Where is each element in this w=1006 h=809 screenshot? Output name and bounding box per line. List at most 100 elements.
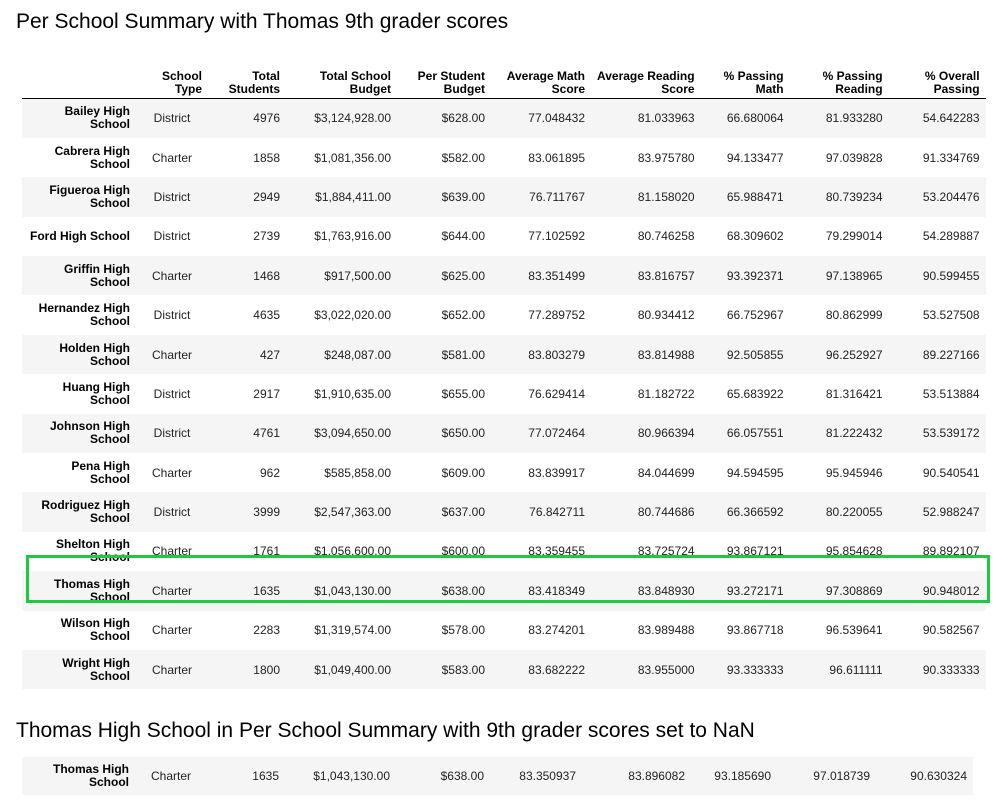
pass-math-cell: 94.133477 — [726, 150, 784, 165]
school-name-cell: Figueroa High School — [49, 182, 130, 210]
avg-math-cell: 76.711767 — [529, 189, 585, 204]
column-header: Average Math Score — [491, 63, 591, 99]
school-name-cell: Johnson High School — [50, 419, 130, 447]
total-students-cell: 1635 — [253, 583, 280, 598]
table-row: Thomas High School Charter 1635 $1,043,130.0… — [22, 571, 986, 611]
school-type-cell: District — [153, 111, 191, 126]
pass-reading-cell: 80.739234 — [825, 189, 883, 204]
pass-math-cell: 65.683922 — [726, 386, 784, 401]
avg-math-cell: 76.842711 — [529, 505, 585, 520]
pass-reading-cell: 79.299014 — [825, 229, 883, 244]
overall-passing-cell: 90.948012 — [922, 583, 980, 598]
pass-math-cell: 93.333333 — [726, 662, 784, 677]
pass-reading-cell: 95.945946 — [825, 465, 883, 480]
school-name-cell: Wright High School — [62, 655, 130, 683]
school-name-cell: Thomas High School — [52, 762, 129, 789]
school-type-cell: District — [153, 308, 191, 323]
pass-math-cell: 93.392371 — [726, 268, 784, 283]
column-header: School Type — [136, 63, 208, 99]
pass-reading-cell: 80.862999 — [825, 308, 883, 323]
avg-math-cell: 77.289752 — [528, 308, 585, 323]
pass-math-cell: 93.867121 — [726, 544, 784, 559]
avg-reading-cell: 83.816757 — [637, 268, 695, 283]
avg-reading-cell: 83.814988 — [637, 347, 695, 362]
school-name-cell: Cabrera High School — [54, 143, 130, 171]
avg-reading-cell: 83.725724 — [637, 544, 695, 559]
overall-passing-cell: 53.513884 — [922, 386, 980, 401]
total-students-cell: 4976 — [253, 111, 280, 126]
pass-math-cell: 68.309602 — [726, 229, 784, 244]
pass-math-cell: 94.594595 — [726, 465, 784, 480]
avg-reading-cell: 80.934412 — [637, 308, 695, 323]
school-type-cell: Charter — [151, 544, 192, 559]
avg-reading-cell: 83.955000 — [637, 662, 695, 677]
pass-math-cell: 93.185690 — [714, 769, 771, 783]
total-students-cell: 2949 — [253, 189, 280, 204]
avg-math-cell: 83.839917 — [528, 465, 585, 480]
pass-reading-cell: 81.933280 — [825, 111, 883, 126]
pass-reading-cell: 97.138965 — [825, 268, 883, 283]
total-budget-cell: $1,043,130.00 — [313, 769, 390, 783]
avg-math-cell: 77.102592 — [528, 229, 585, 244]
total-budget-cell: $1,319,574.00 — [314, 623, 391, 638]
table-row: Cabrera High School Charter 1858 $1,081,356.… — [22, 137, 986, 178]
total-budget-cell: $1,049,400.00 — [314, 662, 391, 677]
pass-reading-cell: 97.018739 — [813, 769, 870, 783]
avg-reading-cell: 80.966394 — [637, 426, 695, 441]
avg-reading-cell: 81.182722 — [637, 386, 695, 401]
total-budget-cell: $3,124,928.00 — [314, 111, 391, 126]
school-name-cell: Hernandez High School — [38, 301, 130, 329]
total-students-cell: 962 — [259, 465, 280, 480]
school-name-cell: Wilson High School — [60, 616, 130, 644]
column-header: % Passing Math — [700, 63, 790, 99]
column-header: Total School Budget — [286, 63, 397, 99]
avg-reading-cell: 81.033963 — [637, 111, 695, 126]
per-student-budget-cell: $638.00 — [441, 583, 485, 598]
overall-passing-cell: 54.289887 — [922, 229, 980, 244]
school-name-cell: Shelton High School — [56, 537, 130, 565]
total-students-cell: 2739 — [253, 229, 280, 244]
avg-reading-cell: 83.896082 — [628, 769, 685, 783]
overall-passing-cell: 90.599455 — [922, 268, 980, 283]
column-header: % Passing Reading — [789, 63, 889, 99]
school-type-cell: District — [153, 505, 191, 520]
pass-reading-cell: 97.039828 — [825, 150, 883, 165]
school-type-cell: Charter — [151, 347, 192, 362]
overall-passing-cell: 89.227166 — [922, 347, 980, 362]
avg-math-cell: 83.682222 — [528, 662, 585, 677]
avg-math-cell: 83.359455 — [528, 544, 585, 559]
per-student-budget-cell: $582.00 — [441, 150, 485, 165]
school-type-cell: Charter — [151, 623, 192, 638]
school-type-cell: Charter — [151, 662, 192, 677]
avg-reading-cell: 83.975780 — [637, 150, 695, 165]
pass-math-cell: 92.505855 — [726, 347, 784, 362]
avg-reading-cell: 81.158020 — [637, 189, 695, 204]
table-row: Pena High School Charter 962 $585,858.00 $609… — [22, 453, 986, 493]
table-row: Wright High School Charter 1800 $1,049,400.0… — [22, 649, 986, 690]
pass-math-cell: 66.752967 — [726, 308, 784, 323]
column-header: Per Student Budget — [397, 63, 491, 99]
total-students-cell: 3999 — [253, 505, 280, 520]
overall-passing-cell: 90.582567 — [922, 623, 980, 638]
per-student-budget-cell: $583.00 — [441, 662, 485, 677]
table-row: Hernandez High School District 4635 $3,022,0… — [22, 295, 986, 335]
school-type-cell: District — [153, 386, 191, 401]
table-row: Figueroa High School District 2949 $1,884,41… — [22, 177, 986, 217]
total-budget-cell: $1,056,600.00 — [314, 544, 391, 559]
overall-passing-cell: 90.630324 — [910, 769, 967, 783]
table-row: Holden High School Charter 427 $248,087.00 $5… — [22, 334, 986, 375]
avg-math-cell: 83.274201 — [528, 623, 585, 638]
total-students-cell: 4635 — [253, 308, 280, 323]
per-student-budget-cell: $639.00 — [441, 189, 485, 204]
school-name-cell: Ford High School — [30, 228, 130, 243]
index-header — [22, 63, 136, 99]
school-type-cell: District — [153, 189, 191, 204]
header-row: School Type Total Students Total School Bud… — [22, 63, 986, 99]
avg-reading-cell: 80.746258 — [637, 229, 695, 244]
pass-reading-cell: 97.308869 — [825, 583, 883, 598]
avg-reading-cell: 83.848930 — [637, 583, 695, 598]
overall-passing-cell: 89.892107 — [922, 544, 980, 559]
per-student-budget-cell: $609.00 — [441, 465, 485, 480]
avg-reading-cell: 84.044699 — [637, 465, 695, 480]
pass-math-cell: 66.057551 — [726, 426, 784, 441]
